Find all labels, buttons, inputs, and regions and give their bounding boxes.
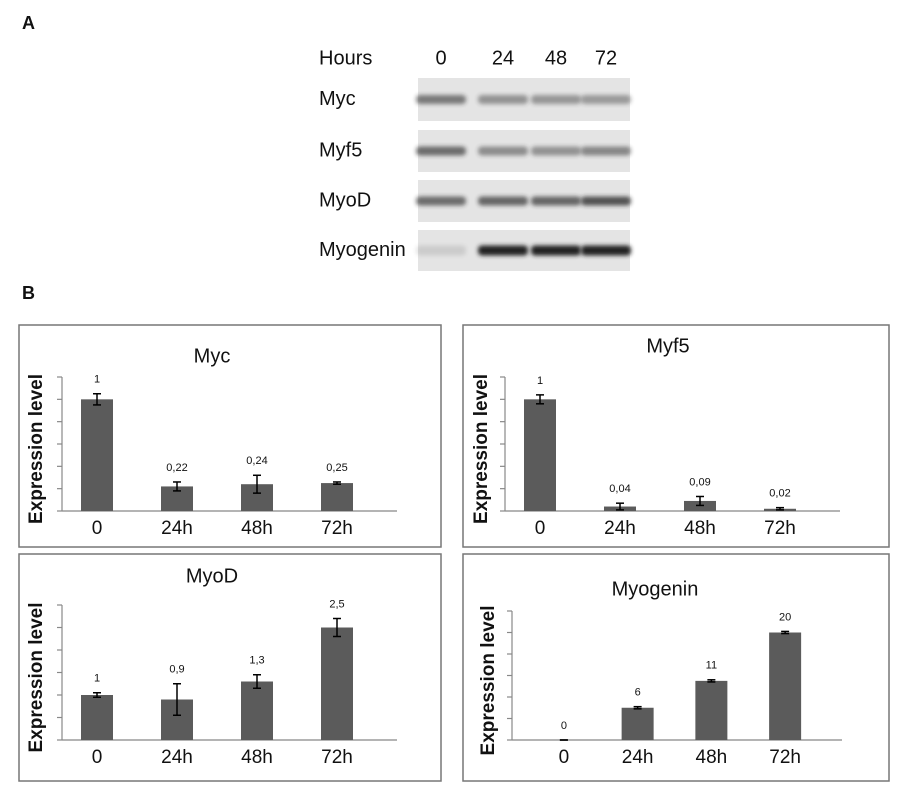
blot-band [581, 146, 631, 156]
x-tick-label: 0 [559, 747, 570, 768]
x-tick-label: 0 [92, 518, 103, 539]
chart-title: Myogenin [612, 578, 699, 600]
panel-label: A [22, 13, 35, 33]
blot-band [416, 95, 466, 104]
value-label: 0,9 [169, 664, 184, 676]
blot-band [416, 245, 466, 256]
x-tick-label: 72h [764, 518, 796, 539]
y-axis-label: Expression level [26, 374, 47, 524]
x-tick-label: 0 [535, 518, 546, 539]
lane-label: 72 [595, 47, 617, 69]
bar [81, 399, 113, 511]
value-label: 1 [94, 374, 100, 386]
value-label: 0,02 [769, 488, 790, 500]
blot-band [581, 245, 631, 256]
row-label: Myf5 [319, 139, 362, 161]
x-tick-label: 0 [92, 747, 103, 768]
chart-frame [462, 553, 890, 782]
bar [769, 632, 802, 740]
blot-band [531, 196, 581, 206]
value-label: 1 [94, 673, 100, 685]
x-tick-label: 24h [161, 747, 193, 768]
lane-header: Hours [319, 47, 372, 69]
lane-label: 48 [545, 47, 567, 69]
value-label: 1,3 [249, 655, 264, 667]
x-tick-label: 48h [241, 518, 273, 539]
chart-frame [462, 324, 890, 548]
chart-title: Myf5 [646, 335, 689, 357]
lane-label: 0 [435, 47, 446, 69]
value-label: 6 [635, 687, 641, 699]
chart-frame [18, 324, 442, 548]
value-label: 11 [706, 660, 717, 672]
x-tick-label: 72h [321, 518, 353, 539]
value-label: 1 [537, 375, 543, 387]
blot-band [581, 95, 631, 104]
value-label: 0,09 [689, 476, 710, 488]
value-label: 20 [779, 611, 791, 623]
row-label: Myc [319, 88, 356, 110]
value-label: 2,5 [329, 598, 344, 610]
x-tick-label: 72h [321, 747, 353, 768]
x-tick-label: 24h [604, 518, 636, 539]
bar [241, 681, 273, 740]
x-tick-label: 72h [769, 747, 801, 768]
x-tick-label: 48h [684, 518, 716, 539]
blot-band [416, 196, 466, 206]
value-label: 0,22 [166, 462, 187, 474]
x-tick-label: 24h [161, 518, 193, 539]
blot-band [478, 95, 528, 104]
blot-band [416, 146, 466, 156]
bar [621, 707, 654, 740]
chart-title: MyoD [186, 565, 238, 587]
y-axis-label: Expression level [26, 603, 47, 753]
blot-band [531, 245, 581, 256]
bar [81, 695, 113, 740]
panel-label: B [22, 283, 35, 303]
value-label: 0 [561, 720, 567, 732]
bar [321, 627, 353, 740]
bar [524, 399, 556, 511]
value-label: 0,25 [326, 462, 347, 474]
blot-band [478, 196, 528, 206]
bar [321, 483, 353, 511]
blot-band [478, 245, 528, 256]
value-label: 0,24 [246, 455, 267, 467]
row-label: MyoD [319, 189, 371, 211]
x-tick-label: 48h [241, 747, 273, 768]
chart-frame [18, 553, 442, 782]
x-tick-label: 48h [696, 747, 728, 768]
blot-band [531, 146, 581, 156]
x-tick-label: 24h [622, 747, 654, 768]
blot-band [478, 146, 528, 156]
row-label: Myogenin [319, 239, 406, 261]
value-label: 0,04 [609, 483, 630, 495]
lane-label: 24 [492, 47, 514, 69]
y-axis-label: Expression level [478, 606, 499, 756]
chart-title: Myc [194, 345, 231, 367]
blot-band [531, 95, 581, 104]
y-axis-label: Expression level [471, 374, 492, 524]
blot-band [581, 196, 631, 206]
bar [695, 680, 728, 740]
